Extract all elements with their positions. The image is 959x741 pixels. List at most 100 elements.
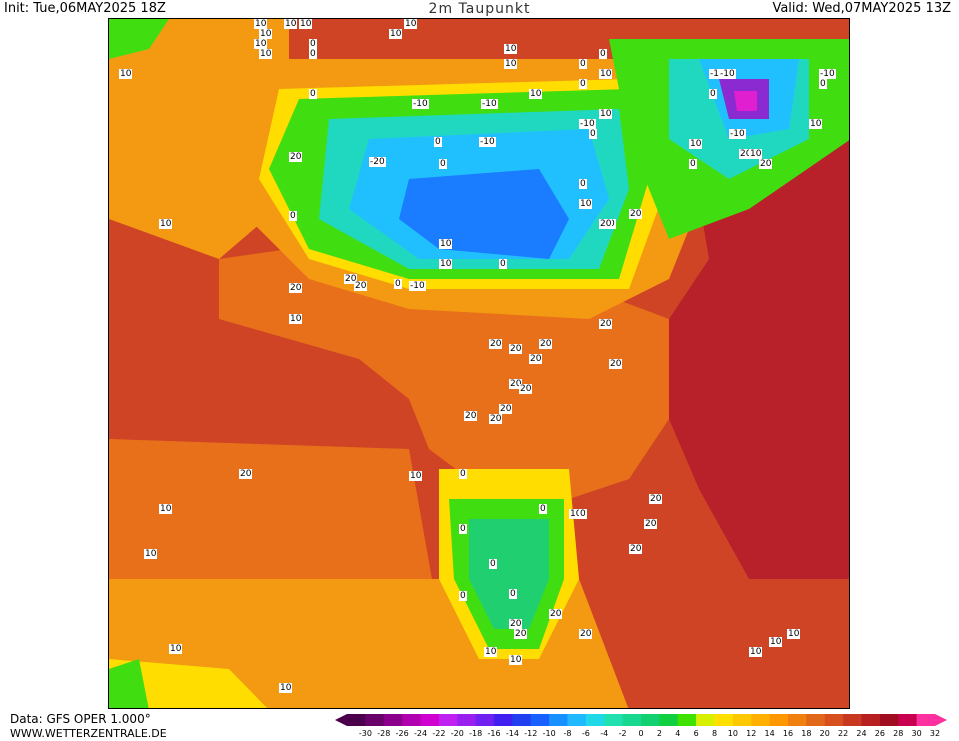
legend-swatch bbox=[916, 714, 936, 726]
contour-label: 0 bbox=[434, 137, 442, 147]
contour-label: 10 bbox=[809, 119, 823, 129]
legend-swatch bbox=[751, 714, 771, 726]
map-title: 2m Taupunkt bbox=[428, 1, 531, 17]
contour-label: 20 bbox=[289, 283, 303, 293]
contour-label: 10 bbox=[769, 637, 783, 647]
contour-label: 0 bbox=[579, 179, 587, 189]
legend-tick-label: 0 bbox=[638, 729, 644, 738]
contour-label: 20 bbox=[489, 414, 503, 424]
contour-label: 10 bbox=[279, 683, 293, 693]
legend-tick-label: 10 bbox=[727, 729, 738, 738]
contour-label: -10 bbox=[819, 69, 836, 79]
contour-label: 20 bbox=[344, 274, 358, 284]
legend-swatch bbox=[494, 714, 513, 726]
website: WWW.WETTERZENTRALE.DE bbox=[10, 727, 167, 740]
legend-tick-label: -2 bbox=[618, 729, 627, 738]
contour-label: 0 bbox=[579, 79, 587, 89]
contour-label: 20 bbox=[579, 629, 593, 639]
contour-label: -10 bbox=[409, 281, 426, 291]
dewpoint-map: 10 10 10 10 10 10 10 0 0 10 10 10 10 0 0 0 10 10 0 -10 -10 -1… bbox=[108, 18, 850, 709]
legend-swatch bbox=[806, 714, 826, 726]
legend-tick-label: -12 bbox=[524, 729, 538, 738]
southwest-green bbox=[109, 659, 149, 708]
legend-tick-label: 2 bbox=[656, 729, 662, 738]
contour-label: 20 bbox=[509, 619, 523, 629]
legend-swatch bbox=[438, 714, 458, 726]
legend-swatch bbox=[824, 714, 844, 726]
contour-label: 10 bbox=[787, 629, 801, 639]
data-source: Data: GFS OPER 1.000° bbox=[10, 712, 151, 726]
legend-swatch bbox=[585, 714, 605, 726]
legend-swatch bbox=[677, 714, 697, 726]
contour-label: 0 bbox=[579, 509, 587, 519]
contour-label: 10 bbox=[159, 504, 173, 514]
contour-label: 10 bbox=[284, 19, 298, 29]
legend-swatch bbox=[622, 714, 642, 726]
contour-label: 0 bbox=[499, 259, 507, 269]
contour-label: -10 bbox=[481, 99, 498, 109]
legend-tick-label: 12 bbox=[746, 729, 757, 738]
legend-tick-label: 6 bbox=[693, 729, 699, 738]
legend-swatch bbox=[549, 714, 568, 726]
legend-swatch bbox=[383, 714, 403, 726]
contour-label: -10 bbox=[729, 129, 746, 139]
contour-label: 20 bbox=[629, 544, 643, 554]
contour-label: 10 bbox=[144, 549, 158, 559]
contour-label: 0 bbox=[579, 59, 587, 69]
contour-label: 10 bbox=[169, 644, 183, 654]
contour-label: 10 bbox=[504, 44, 518, 54]
contour-label: 10 bbox=[529, 89, 543, 99]
legend-swatch bbox=[475, 714, 495, 726]
contour-label: 10 bbox=[254, 19, 268, 29]
contour-label: 0 bbox=[459, 591, 467, 601]
contour-label: 20 bbox=[354, 281, 368, 291]
contour-label: 20 bbox=[514, 629, 528, 639]
legend-tick-label: -26 bbox=[395, 729, 409, 738]
contour-label: 10 bbox=[484, 647, 498, 657]
contour-label: 20 bbox=[519, 384, 533, 394]
contour-label: 0 bbox=[539, 504, 547, 514]
color-legend: -30 -28 -26 -24 -22 -20 -18 -16 -14 -12 -10 -8 -6 -4-… bbox=[335, 713, 957, 741]
legend-swatch bbox=[604, 714, 624, 726]
legend-tick-label: 22 bbox=[838, 729, 849, 738]
legend-tick-label: -20 bbox=[450, 729, 464, 738]
legend-min-arrow bbox=[335, 714, 347, 726]
legend-tick-label: 14 bbox=[764, 729, 775, 738]
contour-label: 0 bbox=[309, 89, 317, 99]
legend-swatch bbox=[530, 714, 550, 726]
contour-label: 0 bbox=[709, 89, 717, 99]
contour-label: 10 bbox=[509, 655, 523, 665]
legend-swatch bbox=[898, 714, 918, 726]
north-atlantic-orange bbox=[109, 19, 289, 259]
legend-swatch bbox=[420, 714, 440, 726]
contour-label: 10 bbox=[299, 19, 313, 29]
legend-swatch bbox=[732, 714, 752, 726]
contour-label: 0 bbox=[309, 39, 317, 49]
legend-tick-label: -4 bbox=[600, 729, 609, 738]
legend-swatch bbox=[365, 714, 385, 726]
contour-label: 0 bbox=[489, 559, 497, 569]
contour-label: 0 bbox=[439, 159, 447, 169]
legend-swatch bbox=[879, 714, 899, 726]
legend-swatch bbox=[641, 714, 660, 726]
contour-label: 10 bbox=[599, 69, 613, 79]
contour-label: 0 bbox=[394, 279, 402, 289]
legend-tick-label: 24 bbox=[856, 729, 867, 738]
legend-swatch bbox=[659, 714, 679, 726]
legend-tick-label: 28 bbox=[893, 729, 904, 738]
contour-label: 0 bbox=[509, 589, 517, 599]
contour-label: 10 bbox=[569, 509, 583, 519]
contour-label: 0 bbox=[689, 159, 697, 169]
legend-tick-label: -6 bbox=[581, 729, 590, 738]
contour-label: 20 bbox=[529, 354, 543, 364]
contour-label: 10 bbox=[259, 29, 273, 39]
contour-label: -20 bbox=[369, 157, 386, 167]
legend-tick-label: 26 bbox=[874, 729, 885, 738]
contour-label: 20 bbox=[239, 469, 253, 479]
contour-label: 10 bbox=[409, 471, 423, 481]
legend-swatch bbox=[843, 714, 862, 726]
contour-label: 0 bbox=[459, 524, 467, 534]
contour-label: 20 bbox=[499, 404, 513, 414]
legend-swatch bbox=[567, 714, 587, 726]
contour-label: 20 bbox=[629, 209, 643, 219]
